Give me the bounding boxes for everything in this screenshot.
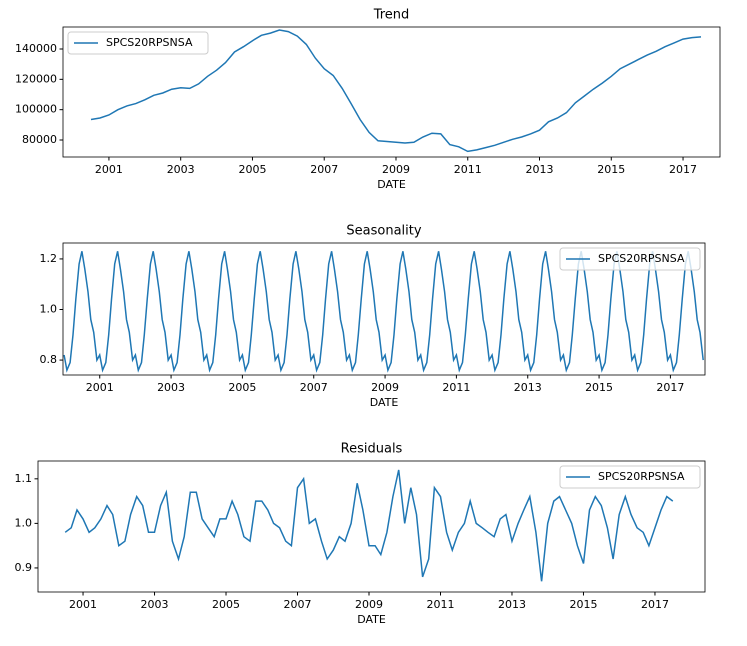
- y-tick-label: 1.0: [15, 516, 33, 529]
- y-tick-label: 100000: [15, 103, 57, 116]
- x-axis-label: DATE: [377, 178, 406, 191]
- legend-label: SPCS20RPSNSA: [598, 252, 685, 265]
- x-tick-label: 2001: [95, 163, 123, 176]
- x-tick-label: 2013: [514, 381, 542, 394]
- x-tick-label: 2015: [597, 163, 625, 176]
- x-axis-label: DATE: [357, 613, 386, 626]
- series-line: [64, 469, 674, 582]
- x-tick-label: 2001: [86, 381, 114, 394]
- x-tick-label: 2011: [442, 381, 470, 394]
- x-tick-label: 2009: [371, 381, 399, 394]
- chart-title: Residuals: [341, 442, 403, 457]
- x-tick-label: 2017: [641, 598, 669, 611]
- x-tick-label: 2011: [454, 163, 482, 176]
- y-tick-label: 0.8: [40, 353, 58, 366]
- y-tick-label: 1.0: [40, 303, 58, 316]
- legend-label: SPCS20RPSNSA: [106, 36, 193, 49]
- x-tick-label: 2001: [69, 598, 97, 611]
- y-tick-label: 1.1: [15, 472, 33, 485]
- chart-title: Trend: [373, 8, 410, 23]
- chart-title: Seasonality: [346, 224, 421, 239]
- x-tick-label: 2003: [167, 163, 195, 176]
- axes-frame: [62, 242, 706, 376]
- y-tick-label: 120000: [15, 72, 57, 85]
- x-tick-label: 2005: [238, 163, 266, 176]
- x-tick-label: 2017: [669, 163, 697, 176]
- x-tick-label: 2011: [426, 598, 454, 611]
- x-axis-label: DATE: [370, 396, 399, 409]
- x-tick-label: 2009: [355, 598, 383, 611]
- x-tick-label: 2007: [310, 163, 338, 176]
- x-tick-label: 2005: [212, 598, 240, 611]
- x-tick-label: 2003: [157, 381, 185, 394]
- x-tick-label: 2007: [284, 598, 312, 611]
- y-tick-label: 0.9: [15, 561, 33, 574]
- axes-frame: [37, 460, 706, 593]
- x-tick-label: 2015: [569, 598, 597, 611]
- x-tick-label: 2007: [300, 381, 328, 394]
- x-tick-label: 2017: [656, 381, 684, 394]
- y-tick-label: 80000: [22, 133, 57, 146]
- legend-box: [559, 247, 701, 271]
- legend-box: [559, 465, 701, 489]
- x-tick-label: 2013: [526, 163, 554, 176]
- x-tick-label: 2009: [382, 163, 410, 176]
- series-line: [63, 251, 704, 373]
- x-tick-label: 2013: [498, 598, 526, 611]
- legend-label: SPCS20RPSNSA: [598, 470, 685, 483]
- axes-frame: [62, 26, 721, 158]
- series-line: [90, 29, 702, 153]
- y-tick-label: 140000: [15, 42, 57, 55]
- x-tick-label: 2015: [585, 381, 613, 394]
- legend-box: [67, 31, 209, 55]
- y-tick-label: 1.2: [40, 252, 58, 265]
- x-tick-label: 2003: [141, 598, 169, 611]
- x-tick-label: 2005: [228, 381, 256, 394]
